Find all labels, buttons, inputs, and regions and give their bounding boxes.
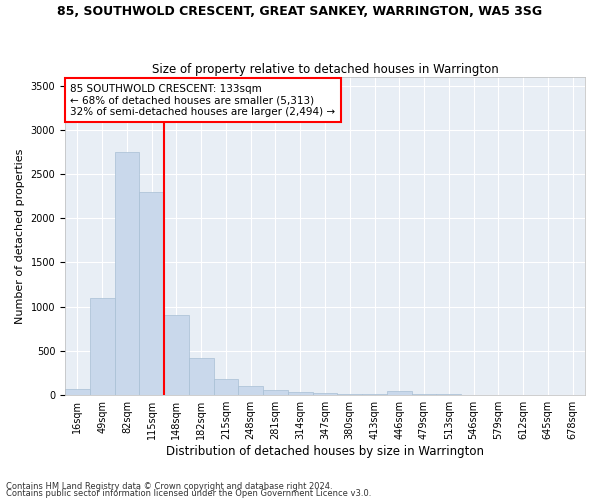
- Text: Contains public sector information licensed under the Open Government Licence v3: Contains public sector information licen…: [6, 489, 371, 498]
- Bar: [90, 298, 115, 394]
- Bar: [115, 152, 139, 394]
- Bar: [238, 386, 263, 394]
- Bar: [164, 316, 189, 394]
- X-axis label: Distribution of detached houses by size in Warrington: Distribution of detached houses by size …: [166, 444, 484, 458]
- Bar: [189, 358, 214, 395]
- Bar: [288, 392, 313, 394]
- Bar: [214, 380, 238, 394]
- Bar: [263, 390, 288, 394]
- Bar: [65, 390, 90, 394]
- Title: Size of property relative to detached houses in Warrington: Size of property relative to detached ho…: [152, 63, 499, 76]
- Bar: [313, 393, 337, 394]
- Bar: [387, 391, 412, 394]
- Y-axis label: Number of detached properties: Number of detached properties: [15, 148, 25, 324]
- Bar: [139, 192, 164, 394]
- Text: 85, SOUTHWOLD CRESCENT, GREAT SANKEY, WARRINGTON, WA5 3SG: 85, SOUTHWOLD CRESCENT, GREAT SANKEY, WA…: [58, 5, 542, 18]
- Text: 85 SOUTHWOLD CRESCENT: 133sqm
← 68% of detached houses are smaller (5,313)
32% o: 85 SOUTHWOLD CRESCENT: 133sqm ← 68% of d…: [70, 84, 335, 116]
- Text: Contains HM Land Registry data © Crown copyright and database right 2024.: Contains HM Land Registry data © Crown c…: [6, 482, 332, 491]
